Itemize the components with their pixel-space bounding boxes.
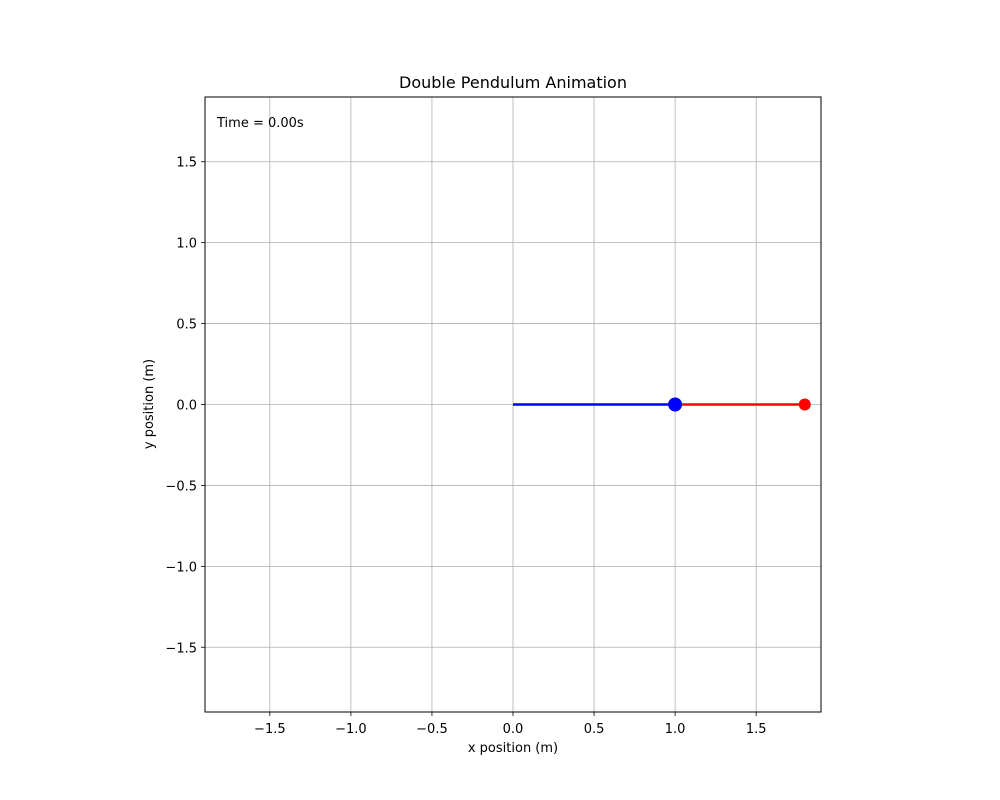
x-tick-label: −0.5	[416, 722, 448, 737]
x-axis-label: x position (m)	[468, 741, 558, 756]
chart-title: Double Pendulum Animation	[399, 73, 627, 92]
y-tick-label: −0.5	[165, 479, 197, 494]
y-axis-ticks: 1.5 1.0 0.5 0.0 −0.5 −1.0 −1.5	[165, 156, 205, 656]
series-layer	[513, 397, 811, 412]
time-annotation: Time = 0.00s	[216, 116, 304, 131]
y-tick-label: −1.0	[165, 560, 197, 575]
x-axis-ticks: −1.5 −1.0 −0.5 0.0 0.5 1.0 1.5	[254, 712, 767, 737]
x-tick-label: −1.5	[254, 722, 286, 737]
pendulum-bob-2	[798, 398, 811, 411]
y-axis-label: y position (m)	[142, 359, 157, 449]
y-tick-label: 0.0	[176, 399, 197, 414]
x-tick-label: 0.5	[584, 722, 605, 737]
y-tick-label: −1.5	[165, 641, 197, 656]
x-tick-label: 1.0	[665, 722, 686, 737]
x-tick-label: 0.0	[503, 722, 524, 737]
x-tick-label: 1.5	[746, 722, 767, 737]
pendulum-bob-1	[668, 397, 683, 412]
y-tick-label: 1.5	[176, 156, 197, 171]
y-tick-label: 0.5	[176, 318, 197, 333]
y-tick-label: 1.0	[176, 237, 197, 252]
x-tick-label: −1.0	[335, 722, 367, 737]
